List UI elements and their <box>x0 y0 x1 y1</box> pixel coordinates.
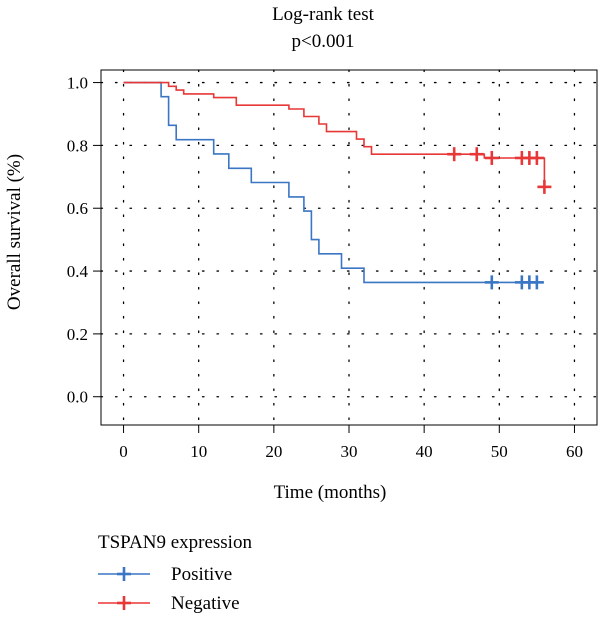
x-tick-label-1: 10 <box>190 442 207 461</box>
series-layer <box>123 81 552 290</box>
y-tick-label-0: 0.0 <box>67 388 88 407</box>
series-line-negative <box>123 81 546 187</box>
y-tick-label-4: 0.8 <box>67 136 88 155</box>
x-tick-label-3: 30 <box>341 442 358 461</box>
x-tick-label-2: 20 <box>265 442 282 461</box>
censor-mark-negative-1 <box>469 147 484 162</box>
series-line-positive <box>123 81 537 284</box>
legend-item-positive: Positive <box>98 564 232 585</box>
censor-mark-positive-3 <box>529 275 544 290</box>
censor-mark-negative-5 <box>529 150 544 165</box>
legend-label-positive: Positive <box>171 564 232 585</box>
y-tick-label-2: 0.4 <box>67 262 89 281</box>
chart-title: Log-rank test <box>272 4 375 25</box>
grid <box>100 69 598 426</box>
x-axis-label: Time (months) <box>274 482 387 503</box>
y-tick-label-1: 0.2 <box>67 325 88 344</box>
plot-frame <box>100 69 598 426</box>
chart-subtitle: p<0.001 <box>292 31 355 52</box>
y-tick-label-5: 1.0 <box>67 74 88 93</box>
censor-mark-negative-0 <box>447 147 462 162</box>
x-tick-label-6: 60 <box>566 442 583 461</box>
x-tick-label-0: 0 <box>119 442 128 461</box>
y-tick-label-3: 0.6 <box>67 199 88 218</box>
legend-title: TSPAN9 expression <box>98 532 252 553</box>
legend-label-negative: Negative <box>171 593 240 614</box>
x-tick-label-4: 40 <box>416 442 433 461</box>
censor-mark-negative-2 <box>484 150 499 165</box>
censor-mark-negative-6 <box>537 179 552 194</box>
y-axis-label: Overall survival (%) <box>4 154 25 310</box>
axes: 0 10 20 30 40 50 60 0.0 0.2 0.4 0.6 0.8 1.0 <box>67 74 583 461</box>
legend-item-negative: Negative <box>98 593 240 614</box>
censor-mark-positive-0 <box>484 275 499 290</box>
legend: TSPAN9 expression Positive Negative <box>98 532 252 614</box>
x-tick-label-5: 50 <box>491 442 508 461</box>
